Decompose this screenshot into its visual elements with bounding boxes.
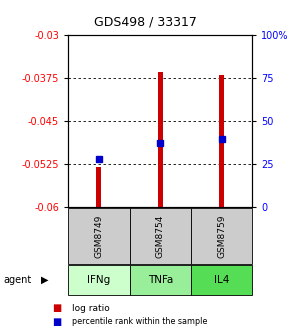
Text: IL4: IL4 <box>214 275 229 285</box>
Text: log ratio: log ratio <box>72 304 110 313</box>
Bar <box>219 75 224 207</box>
Text: IFNg: IFNg <box>87 275 110 285</box>
Text: percentile rank within the sample: percentile rank within the sample <box>72 318 208 326</box>
Text: GSM8749: GSM8749 <box>94 214 103 258</box>
Text: TNFa: TNFa <box>148 275 173 285</box>
Text: GDS498 / 33317: GDS498 / 33317 <box>94 15 196 28</box>
Bar <box>96 167 101 207</box>
Text: agent: agent <box>3 275 31 285</box>
Text: GSM8759: GSM8759 <box>217 214 226 258</box>
Text: ▶: ▶ <box>41 275 49 285</box>
Text: ■: ■ <box>52 303 61 313</box>
Bar <box>158 72 163 207</box>
Text: ■: ■ <box>52 317 61 327</box>
Text: GSM8754: GSM8754 <box>156 214 165 258</box>
